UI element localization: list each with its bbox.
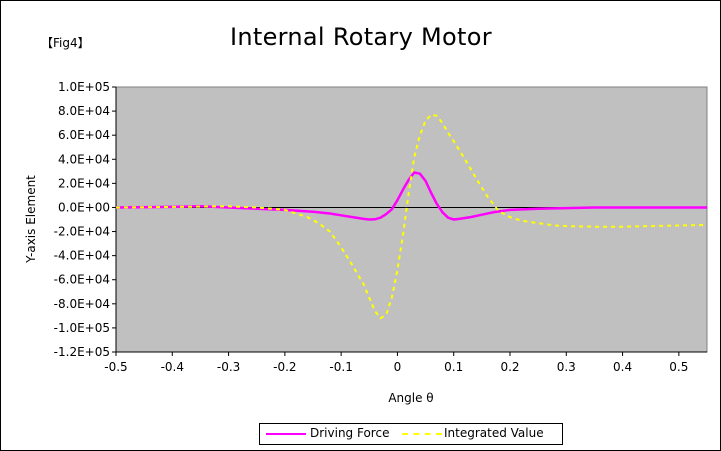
x-tick-label: 0.3 [557, 360, 576, 374]
legend: Driving Force Integrated Value [259, 423, 563, 445]
series-line-driving-force [115, 171, 707, 221]
x-tick-label: 0.1 [444, 360, 463, 374]
legend-swatch-integrated-value [402, 433, 442, 435]
legend-label-integrated-value: Integrated Value [444, 426, 544, 440]
x-tick-label: 0.5 [669, 360, 688, 374]
chart-title: Internal Rotary Motor [230, 23, 492, 51]
x-tick-label: 0.2 [500, 360, 519, 374]
y-axis-title: Y-axis Element [24, 175, 38, 264]
y-tick-label: 6.0E+04 [58, 128, 110, 142]
y-tick-label: -6.0E+04 [54, 273, 110, 287]
y-tick-label: -1.2E+05 [54, 345, 110, 359]
y-tick-label: 4.0E+04 [58, 152, 110, 166]
y-tick-label: -4.0E+04 [54, 249, 110, 263]
y-tick-label: -2.0E+04 [54, 225, 110, 239]
plot-area [115, 86, 708, 353]
y-tick-label: 0.0E+00 [58, 200, 110, 214]
y-tick-label: -8.0E+04 [54, 297, 110, 311]
x-axis-title: Angle θ [388, 391, 433, 405]
figure-label: 【Fig4】 [41, 36, 90, 50]
y-tick-label: -1.0E+05 [54, 321, 110, 335]
y-tick-label: 2.0E+04 [58, 176, 110, 190]
series-layer [115, 113, 708, 320]
legend-label-driving-force: Driving Force [310, 426, 390, 440]
x-tick-label: -0.5 [104, 360, 127, 374]
x-tick-label: -0.3 [217, 360, 240, 374]
x-tick-label: 0 [394, 360, 402, 374]
x-tick-label: -0.2 [273, 360, 296, 374]
tick-labels: 1.0E+05 8.0E+04 6.0E+04 4.0E+04 2.0E+04 0.0E+… [54, 80, 689, 374]
y-tick-label: 8.0E+04 [58, 104, 110, 118]
series-line-integrated-value [115, 113, 708, 320]
x-tick-label: -0.1 [329, 360, 352, 374]
x-tick-label: -0.4 [161, 360, 184, 374]
legend-swatch-driving-force [266, 433, 306, 435]
y-tick-label: 1.0E+05 [58, 80, 110, 94]
x-tick-label: 0.4 [613, 360, 632, 374]
